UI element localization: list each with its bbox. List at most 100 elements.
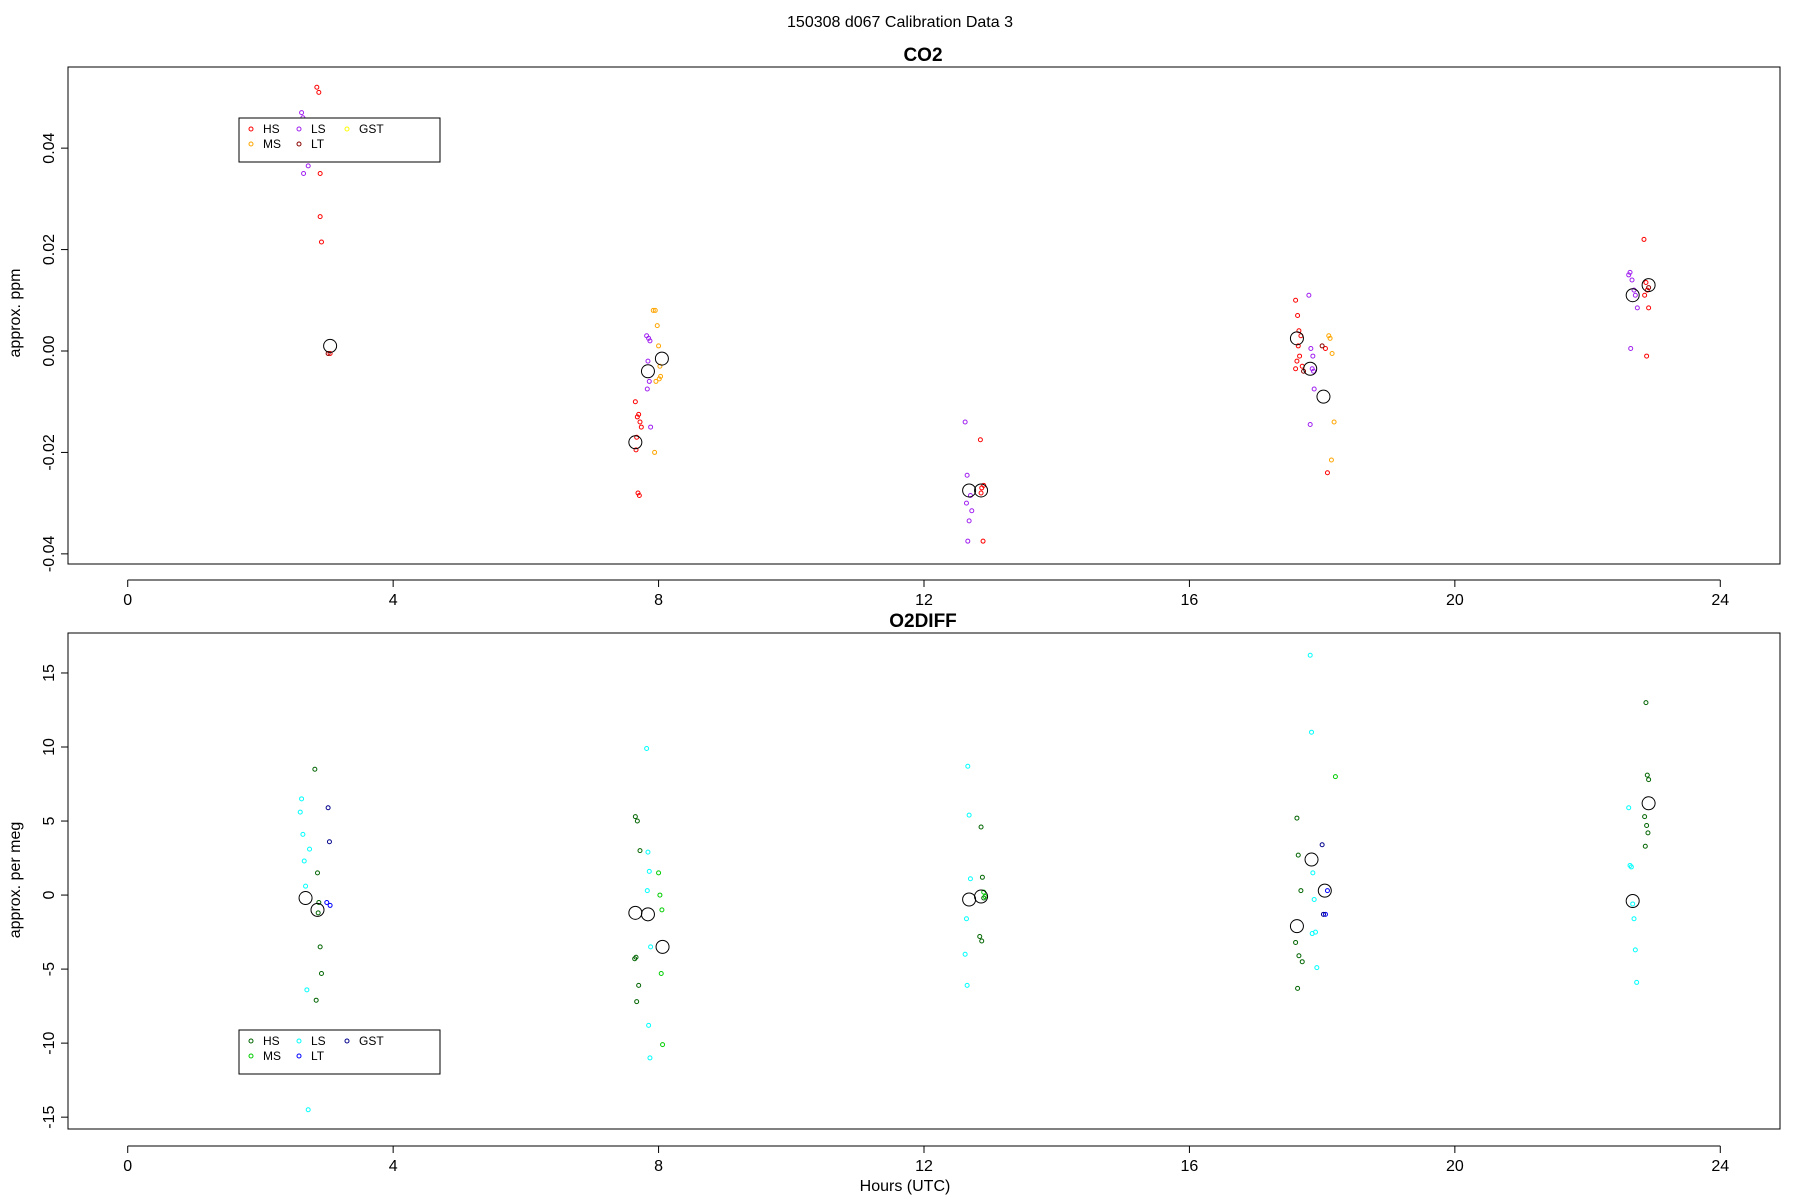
o2diff-point-hs — [979, 938, 985, 944]
co2-point-ls — [1311, 368, 1317, 374]
o2diff-point-hs — [1299, 959, 1305, 965]
co2-point-ms — [656, 376, 662, 382]
o2diff-point-ls — [1307, 652, 1313, 658]
co2-point-hs — [1293, 297, 1299, 303]
o2diff-point-hs — [318, 971, 324, 977]
o2diff-point-ls — [966, 812, 972, 818]
o2diff-point-ls — [303, 883, 309, 889]
co2-legend-marker-ms — [248, 141, 254, 147]
o2diff-point-mean — [1289, 919, 1304, 934]
co2-point-ls — [647, 338, 653, 344]
co2-plot-title: CO2 — [903, 45, 942, 66]
o2diff-point-mean — [1304, 852, 1319, 867]
co2-point-hs — [1324, 470, 1330, 476]
co2-point-ls — [1309, 366, 1315, 372]
o2diff-point-hs — [978, 824, 984, 830]
o2diff-x-tick-label: 8 — [654, 1158, 663, 1175]
co2-point-mean — [628, 435, 643, 450]
o2diff-point-ls — [1314, 965, 1320, 971]
o2diff-point-mean — [310, 902, 325, 917]
co2-point-ls — [1632, 292, 1638, 298]
co2-x-tick-label: 8 — [654, 592, 663, 609]
o2diff-x-tick-label: 20 — [1446, 1158, 1464, 1175]
x-axis-label: Hours (UTC) — [860, 1178, 951, 1195]
co2-x-tick-label: 24 — [1711, 592, 1729, 609]
co2-point-ms — [656, 343, 662, 349]
o2diff-point-mean — [640, 907, 655, 922]
co2-point-hs — [978, 490, 984, 496]
co2-y-tick-label: 0.00 — [41, 335, 58, 366]
co2-x-tick-label: 0 — [123, 592, 132, 609]
o2diff-point-ls — [304, 987, 310, 993]
o2diff-legend-marker-ls — [296, 1038, 302, 1044]
co2-point-hs — [632, 399, 638, 405]
o2diff-point-hs — [1644, 822, 1650, 828]
co2-point-hs — [636, 493, 642, 499]
co2-point-hs — [318, 239, 324, 245]
o2diff-point-mean — [1317, 883, 1332, 898]
o2diff-point-hs — [1642, 843, 1648, 849]
co2-point-hs — [1646, 305, 1652, 311]
co2-point-hs — [1296, 328, 1302, 334]
co2-point-hs — [1297, 353, 1303, 359]
o2diff-point-lt — [327, 902, 333, 908]
o2diff-point-ls — [297, 809, 303, 815]
o2diff-point-ls — [963, 916, 969, 922]
co2-point-ls — [1627, 269, 1633, 275]
o2diff-point-mean — [298, 891, 313, 906]
co2-point-hs — [634, 414, 640, 420]
co2-point-hs — [980, 538, 986, 544]
co2-point-ls — [966, 518, 972, 524]
o2diff-point-lt — [324, 899, 330, 905]
co2-point-ls — [1308, 345, 1314, 351]
o2diff-point-mean — [628, 905, 643, 920]
co2-point-lt — [1319, 343, 1325, 349]
co2-point-ls — [1311, 386, 1317, 392]
co2-ylabel: approx. ppm — [7, 269, 24, 358]
co2-point-ls — [962, 419, 968, 425]
o2diff-point-hs — [632, 814, 638, 820]
o2diff-legend-marker-lt — [296, 1053, 302, 1059]
co2-point-hs — [977, 437, 983, 443]
o2diff-point-ms — [658, 971, 664, 977]
o2diff-point-mean — [1625, 893, 1640, 908]
o2diff-x-tick-label: 12 — [915, 1158, 933, 1175]
co2-point-ls — [301, 171, 307, 176]
co2-legend-marker-hs — [248, 126, 254, 132]
o2diff-point-hs — [1646, 777, 1652, 783]
o2diff-point-hs — [313, 997, 319, 1003]
o2diff-x-tick-label: 24 — [1711, 1158, 1729, 1175]
co2-point-mean — [1316, 389, 1331, 404]
co2-point-mean — [962, 483, 977, 498]
co2-point-hs — [1295, 313, 1301, 318]
o2diff-point-ls — [645, 849, 651, 855]
o2diff-point-lt — [1324, 888, 1330, 894]
co2-point-ms — [654, 323, 660, 329]
o2diff-point-hs — [977, 934, 983, 940]
co2-point-ls — [646, 378, 652, 384]
co2-point-ls — [1310, 353, 1316, 359]
o2diff-point-ls — [1626, 805, 1632, 811]
co2-legend-label-ls: LS — [311, 122, 326, 136]
co2-point-hs — [1322, 345, 1328, 351]
co2-legend-marker-gst — [344, 126, 350, 132]
o2diff-legend-label-ls: LS — [311, 1034, 326, 1048]
co2-point-hs — [1644, 353, 1650, 359]
o2diff-point-gst — [326, 839, 332, 845]
co2-legend-label-hs: HS — [263, 122, 280, 136]
co2-point-hs — [327, 351, 333, 357]
co2-point-ls — [1626, 272, 1632, 278]
o2diff-point-gst — [1319, 842, 1325, 848]
o2diff-point-ms — [659, 907, 665, 913]
o2diff-point-ls — [300, 831, 306, 837]
o2diff-point-ls — [1634, 979, 1640, 985]
co2-point-hs — [317, 214, 323, 220]
co2-x-tick-label: 4 — [389, 592, 398, 609]
o2diff-legend-marker-gst — [344, 1038, 350, 1044]
co2-point-lt — [1646, 285, 1652, 291]
co2-point-ls — [1634, 305, 1640, 311]
o2diff-y-tick-label: -10 — [41, 1031, 58, 1054]
co2-point-ls — [964, 472, 970, 478]
co2-legend-label-gst: GST — [359, 122, 384, 136]
o2diff-point-ms — [657, 892, 663, 898]
